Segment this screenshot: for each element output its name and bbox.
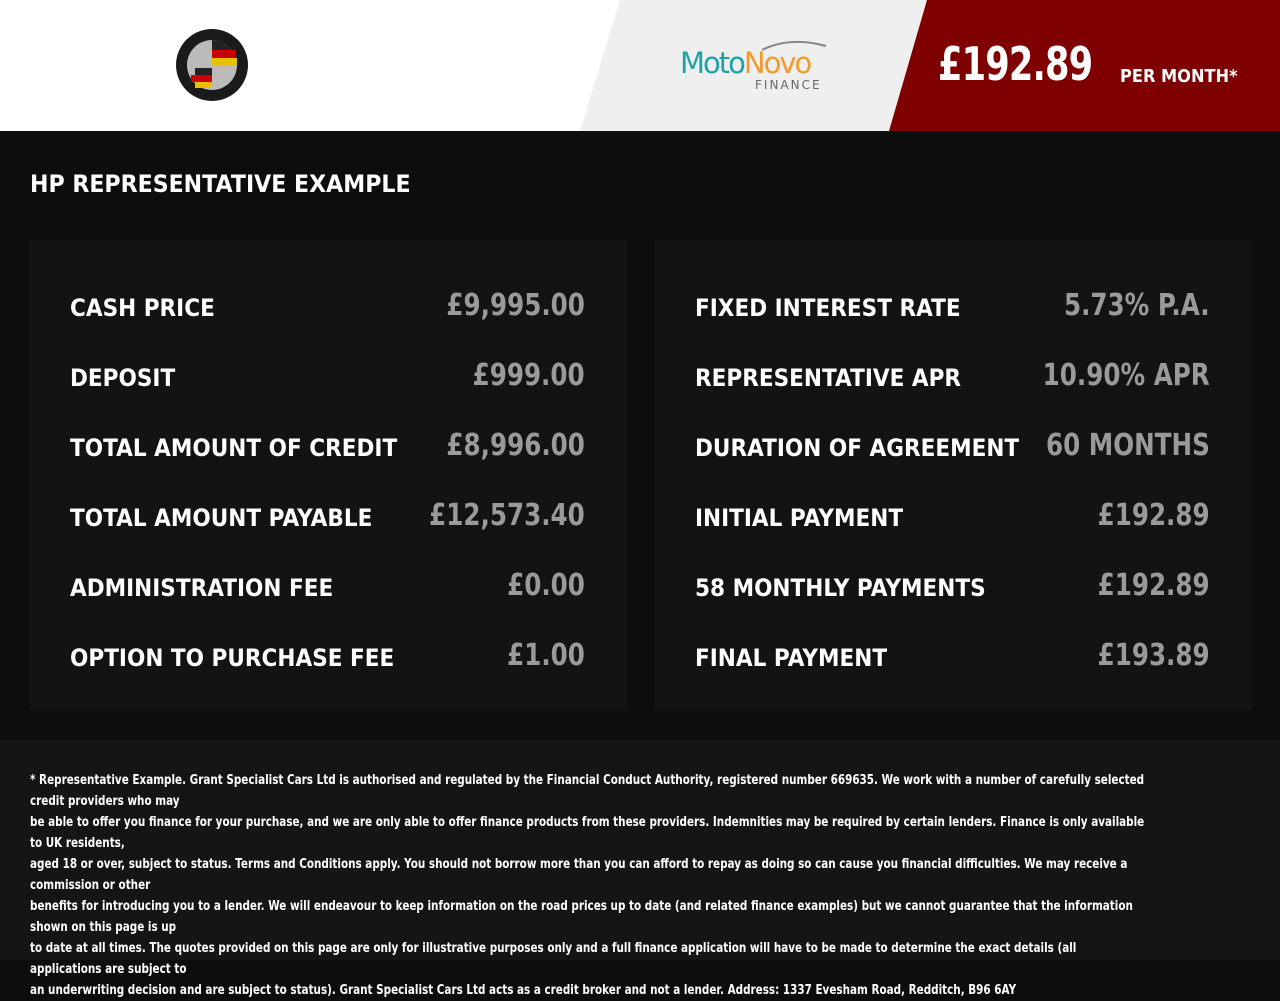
value: £1.00 [507,638,585,673]
row-deposit: DEPOSIT £999.00 [70,358,585,398]
label: FINAL PAYMENT [695,644,888,672]
value: £9,995.00 [446,288,585,323]
label: FIXED INTEREST RATE [695,294,961,322]
value: £12,573.40 [429,498,585,533]
row-monthly-payments: 58 MONTHLY PAYMENTS £192.89 [695,568,1210,608]
label: REPRESENTATIVE APR [695,364,962,392]
car-swoosh-icon [761,40,827,51]
price-band [889,0,1280,131]
row-initial-payment: INITIAL PAYMENT £192.89 [695,498,1210,538]
value: £192.89 [1097,498,1210,533]
footer: * Representative Example. Grant Speciali… [0,740,1280,998]
label: CASH PRICE [70,294,215,322]
value: £8,996.00 [446,428,585,463]
monthly-price: £192.89 [938,37,1093,91]
logo-finance: FINANCE [755,78,822,92]
row-duration: DURATION OF AGREEMENT 60 MONTHS [695,428,1210,468]
label: 58 MONTHLY PAYMENTS [695,574,986,602]
value: 10.90% APR [1042,358,1210,393]
value: 60 MONTHS [1046,428,1210,463]
page-title: HP REPRESENTATIVE EXAMPLE [30,170,411,198]
grant-specialist-logo [176,29,248,101]
label: DEPOSIT [70,364,176,392]
row-total-payable: TOTAL AMOUNT PAYABLE £12,573.40 [70,498,585,538]
motonovo-logo: MotoNovo FINANCE [680,36,830,96]
label: INITIAL PAYMENT [695,504,904,532]
disclaimer-text: * Representative Example. Grant Speciali… [30,773,1145,998]
row-admin-fee: ADMINISTRATION FEE £0.00 [70,568,585,608]
label: ADMINISTRATION FEE [70,574,334,602]
row-cash-price: CASH PRICE £9,995.00 [70,288,585,328]
row-final-payment: FINAL PAYMENT £193.89 [695,638,1210,678]
label: OPTION TO PURCHASE FEE [70,644,395,672]
value: £999.00 [472,358,585,393]
value: £192.89 [1097,568,1210,603]
row-option-fee: OPTION TO PURCHASE FEE £1.00 [70,638,585,678]
label: TOTAL AMOUNT OF CREDIT [70,434,398,462]
right-panel: FIXED INTEREST RATE 5.73% P.A. REPRESENTA… [655,240,1252,710]
value: £193.89 [1097,638,1210,673]
left-panel: CASH PRICE £9,995.00 DEPOSIT £999.00 TOTAL… [30,240,627,710]
logo-novo: Novo [743,46,812,80]
logo-moto: Moto [680,46,746,80]
value: 5.73% P.A. [1064,288,1210,323]
label: DURATION OF AGREEMENT [695,434,1020,462]
row-total-credit: TOTAL AMOUNT OF CREDIT £8,996.00 [70,428,585,468]
row-apr: REPRESENTATIVE APR 10.90% APR [695,358,1210,398]
finance-partner-band [580,0,940,131]
value: £0.00 [507,568,585,603]
label: TOTAL AMOUNT PAYABLE [70,504,373,532]
header: MotoNovo FINANCE £192.89 PER MONTH* [0,0,1280,131]
per-month-label: PER MONTH* [1120,66,1238,87]
row-interest-rate: FIXED INTEREST RATE 5.73% P.A. [695,288,1210,328]
